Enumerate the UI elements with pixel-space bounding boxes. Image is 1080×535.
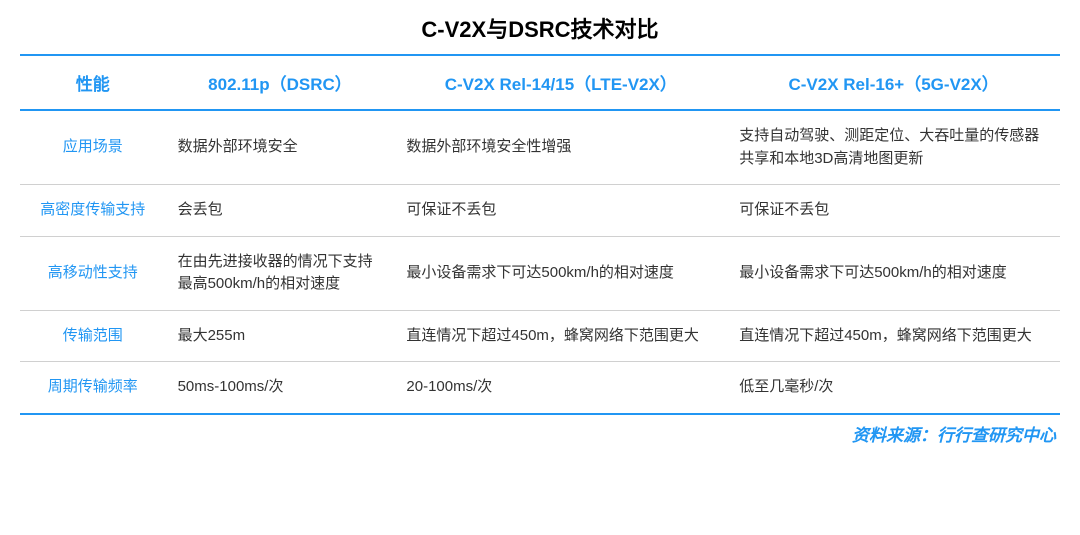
table-row: 高移动性支持 在由先进接收器的情况下支持最高500km/h的相对速度 最小设备需… [20,236,1060,310]
cell: 会丢包 [166,185,395,237]
cell: 可保证不丢包 [727,185,1060,237]
source-label: 资料来源：行行查研究中心 [20,421,1060,446]
cell: 最大255m [166,310,395,362]
row-label-range: 传输范围 [20,310,166,362]
row-label-density: 高密度传输支持 [20,185,166,237]
cell: 数据外部环境安全性增强 [394,110,727,185]
cell: 直连情况下超过450m，蜂窝网络下范围更大 [394,310,727,362]
header-lte-v2x: C-V2X Rel-14/15（LTE-V2X） [394,55,727,110]
page-title: C-V2X与DSRC技术对比 [20,12,1060,44]
cell: 支持自动驾驶、测距定位、大吞吐量的传感器共享和本地3D高清地图更新 [727,110,1060,185]
table-header-row: 性能 802.11p（DSRC） C-V2X Rel-14/15（LTE-V2X… [20,55,1060,110]
cell: 在由先进接收器的情况下支持最高500km/h的相对速度 [166,236,395,310]
cell: 可保证不丢包 [394,185,727,237]
cell: 数据外部环境安全 [166,110,395,185]
cell: 50ms-100ms/次 [166,362,395,414]
header-performance: 性能 [20,55,166,110]
table-row: 传输范围 最大255m 直连情况下超过450m，蜂窝网络下范围更大 直连情况下超… [20,310,1060,362]
row-label-mobility: 高移动性支持 [20,236,166,310]
cell: 最小设备需求下可达500km/h的相对速度 [727,236,1060,310]
cell: 最小设备需求下可达500km/h的相对速度 [394,236,727,310]
cell: 20-100ms/次 [394,362,727,414]
header-5g-v2x: C-V2X Rel-16+（5G-V2X） [727,55,1060,110]
comparison-table: 性能 802.11p（DSRC） C-V2X Rel-14/15（LTE-V2X… [20,54,1060,415]
row-label-frequency: 周期传输频率 [20,362,166,414]
table-row: 周期传输频率 50ms-100ms/次 20-100ms/次 低至几毫秒/次 [20,362,1060,414]
row-label-scenario: 应用场景 [20,110,166,185]
cell: 低至几毫秒/次 [727,362,1060,414]
table-row: 应用场景 数据外部环境安全 数据外部环境安全性增强 支持自动驾驶、测距定位、大吞… [20,110,1060,185]
header-dsrc: 802.11p（DSRC） [166,55,395,110]
cell: 直连情况下超过450m，蜂窝网络下范围更大 [727,310,1060,362]
table-row: 高密度传输支持 会丢包 可保证不丢包 可保证不丢包 [20,185,1060,237]
